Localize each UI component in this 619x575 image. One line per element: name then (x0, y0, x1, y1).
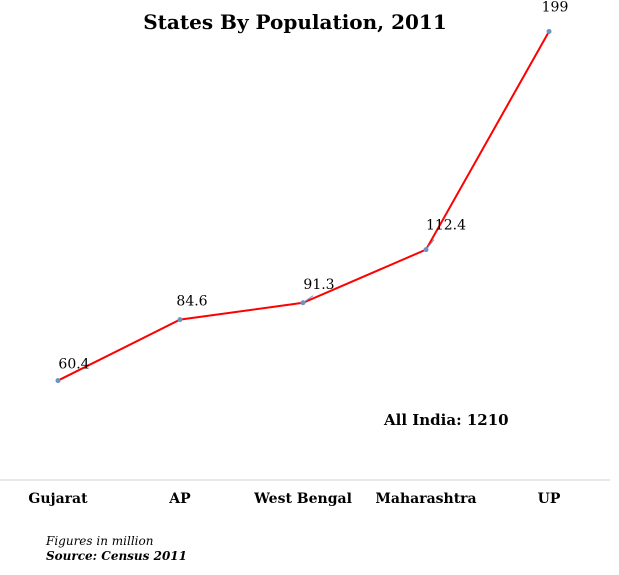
source-note: Source: Census 2011 (46, 549, 187, 563)
chart-title: States By Population, 2011 (143, 10, 447, 34)
label-leader-line (302, 295, 314, 304)
population-series-line (57, 31, 550, 382)
units-note: Figures in million (46, 534, 154, 548)
label-leader-line (425, 239, 435, 250)
data-label: 199 (542, 0, 569, 15)
data-label: 60.4 (58, 357, 89, 373)
data-point-gujarat (55, 378, 61, 384)
data-label: 91.3 (303, 277, 334, 293)
data-labels-layer: 60.4 84.6 91.3 112.4 199 (58, 0, 568, 373)
data-label: 112.4 (426, 218, 466, 234)
all-india-annotation: All India: 1210 (384, 411, 509, 429)
x-tick-label: West Bengal (253, 491, 352, 507)
series-layer (55, 28, 552, 384)
x-tick-labels-layer: Gujarat AP West Bengal Maharashtra UP (28, 491, 560, 507)
x-tick-label: Maharashtra (375, 491, 476, 507)
data-point-up (546, 28, 552, 34)
x-tick-label: UP (538, 491, 561, 507)
data-point-ap (177, 317, 183, 323)
data-label: 84.6 (176, 294, 207, 310)
x-tick-label: Gujarat (28, 491, 88, 507)
x-tick-label: AP (168, 491, 191, 507)
